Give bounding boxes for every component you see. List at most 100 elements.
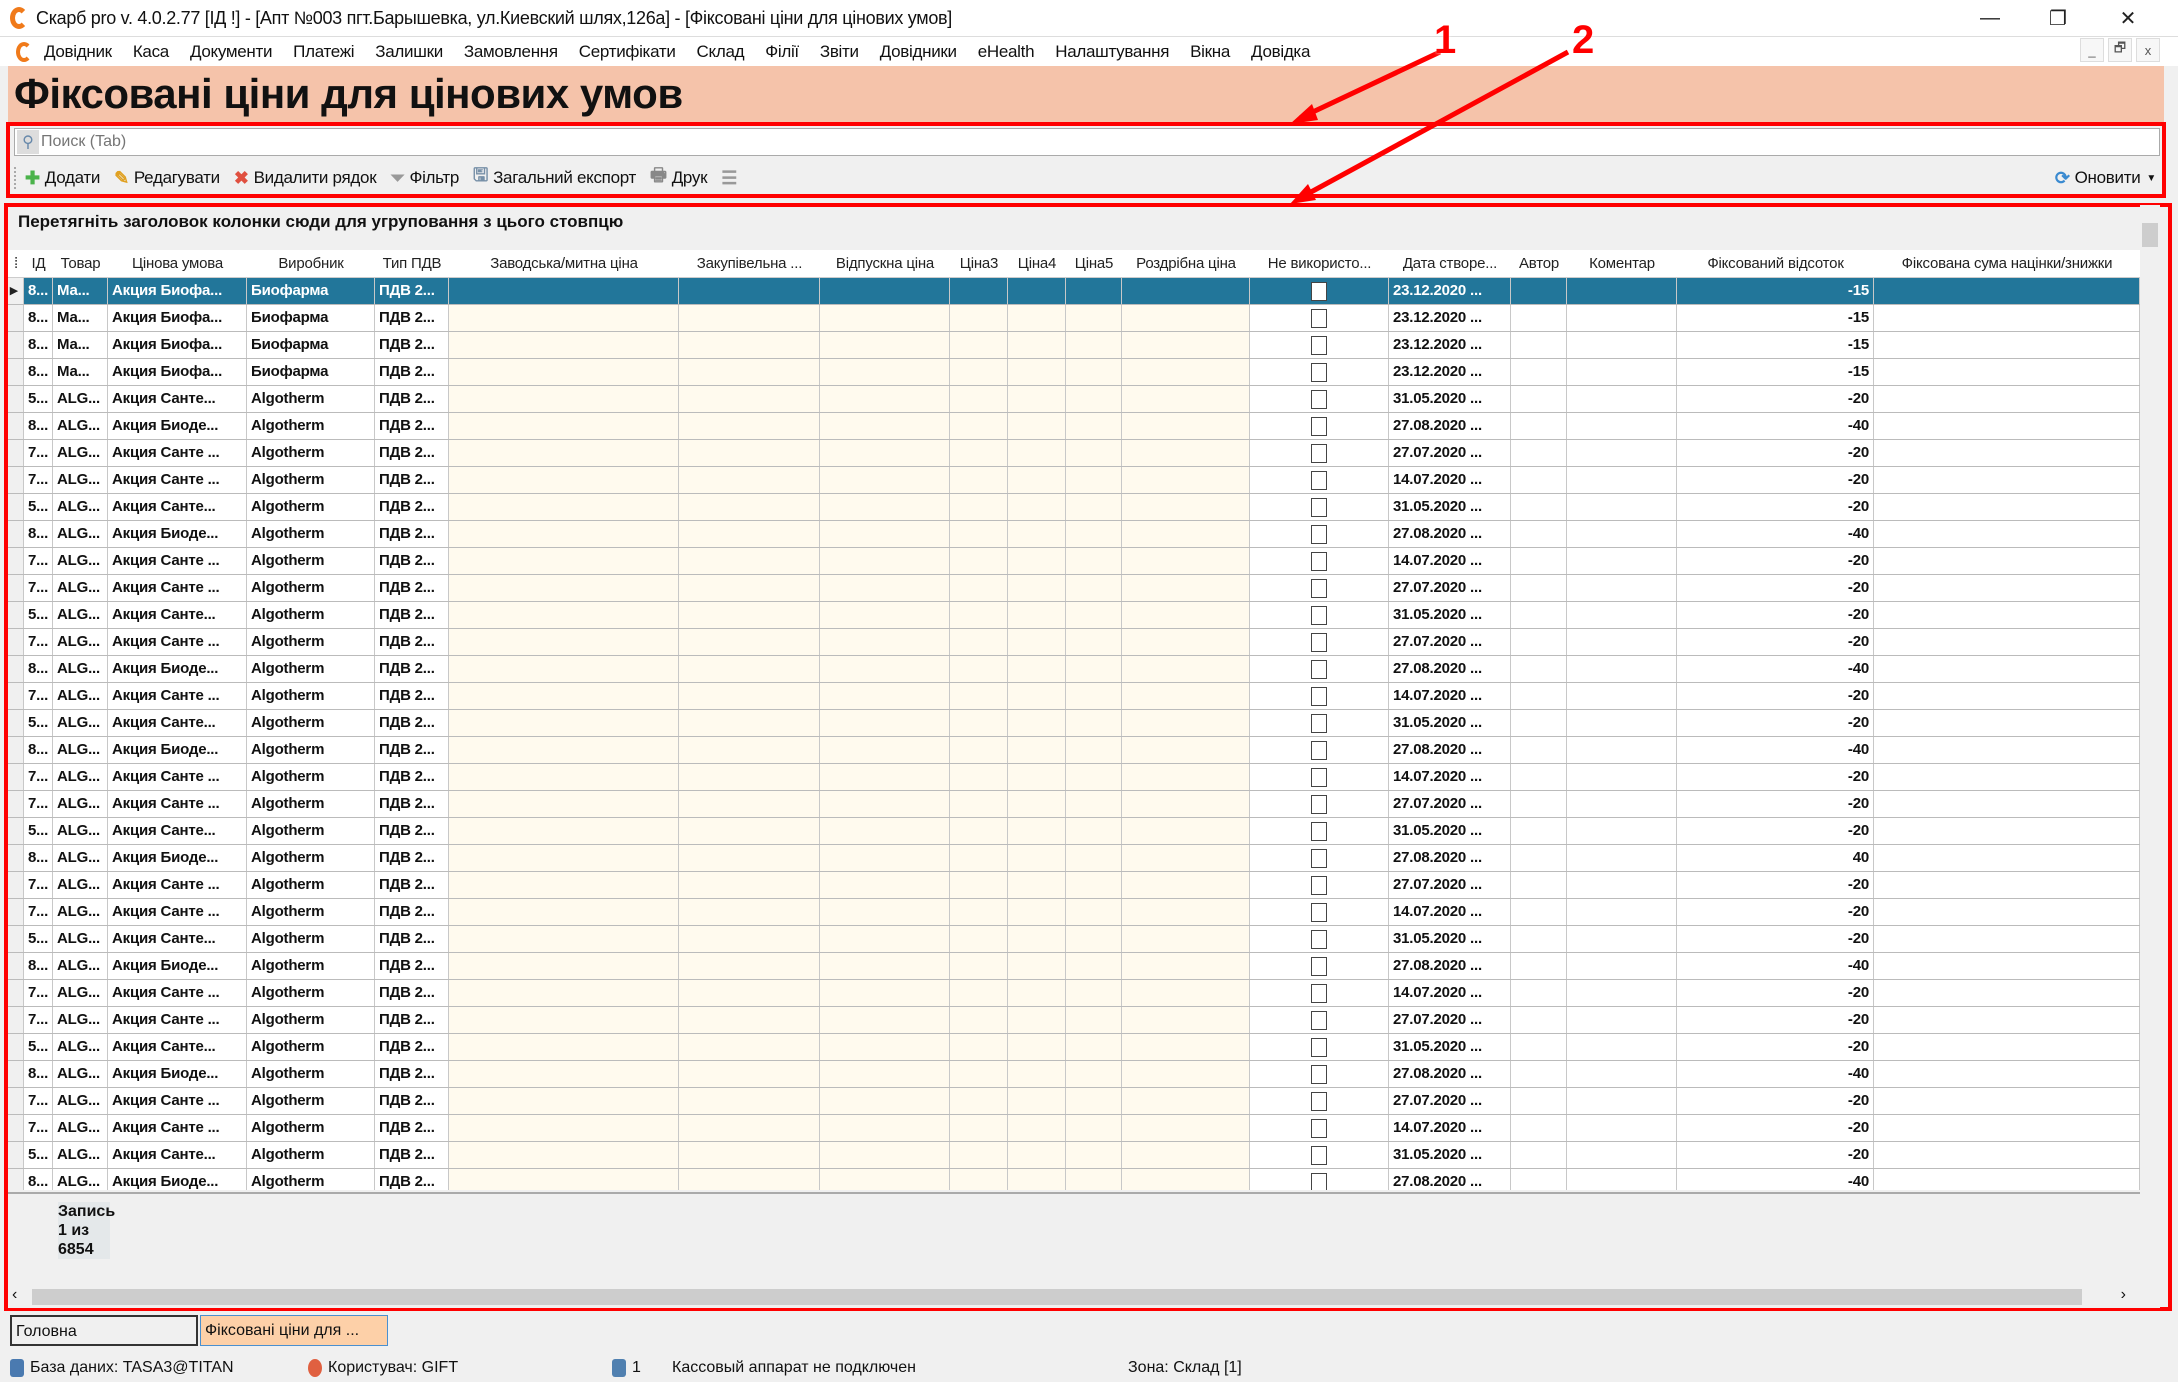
cell-empty[interactable]	[449, 440, 679, 466]
cell-created-date[interactable]: 27.08.2020 ...	[1389, 953, 1511, 979]
cell-empty[interactable]	[1008, 467, 1066, 493]
cell-empty[interactable]	[1122, 1142, 1250, 1168]
cell-not-used[interactable]	[1250, 629, 1389, 655]
row-indicator[interactable]	[8, 1115, 24, 1141]
cell-id[interactable]: 5...	[24, 818, 53, 844]
cell-fixed-percent[interactable]: -20	[1677, 575, 1874, 601]
cell-empty[interactable]	[449, 1034, 679, 1060]
cell-empty[interactable]	[1122, 1115, 1250, 1141]
cell-empty[interactable]	[679, 845, 820, 871]
cell-empty[interactable]	[1122, 575, 1250, 601]
cell-empty[interactable]	[820, 305, 950, 331]
cell-created-date[interactable]: 31.05.2020 ...	[1389, 1034, 1511, 1060]
cell-id[interactable]: 7...	[24, 1007, 53, 1033]
cell-not-used[interactable]	[1250, 845, 1389, 871]
cell-manufacturer[interactable]: Algotherm	[247, 899, 375, 925]
cell-price-condition[interactable]: Акция Санте ...	[108, 467, 247, 493]
cell-empty[interactable]	[1567, 764, 1677, 790]
cell-empty[interactable]	[449, 710, 679, 736]
minimize-button[interactable]: —	[1980, 6, 2000, 29]
not-used-checkbox[interactable]	[1311, 848, 1327, 868]
cell-product[interactable]: ALG...	[53, 764, 108, 790]
cell-empty[interactable]	[820, 413, 950, 439]
cell-empty[interactable]	[1511, 953, 1567, 979]
not-used-checkbox[interactable]	[1311, 605, 1327, 625]
cell-empty[interactable]	[950, 683, 1008, 709]
cell-empty[interactable]	[1122, 791, 1250, 817]
cell-manufacturer[interactable]: Algotherm	[247, 683, 375, 709]
cell-fixed-percent[interactable]: -40	[1677, 953, 1874, 979]
not-used-checkbox[interactable]	[1311, 551, 1327, 571]
not-used-checkbox[interactable]	[1311, 659, 1327, 679]
cell-product[interactable]: Ма...	[53, 305, 108, 331]
not-used-checkbox[interactable]	[1311, 794, 1327, 814]
cell-empty[interactable]	[1008, 305, 1066, 331]
cell-not-used[interactable]	[1250, 899, 1389, 925]
mdi-close-button[interactable]: x	[2136, 38, 2160, 62]
cell-vat-type[interactable]: ПДВ 2...	[375, 872, 449, 898]
cell-empty[interactable]	[1567, 359, 1677, 385]
cell-empty[interactable]	[449, 953, 679, 979]
menu-item[interactable]: Вікна	[1190, 41, 1231, 61]
cell-empty[interactable]	[820, 575, 950, 601]
cell-product[interactable]: ALG...	[53, 1115, 108, 1141]
cell-empty[interactable]	[1874, 278, 2140, 304]
cell-id[interactable]: 7...	[24, 791, 53, 817]
cell-empty[interactable]	[1008, 440, 1066, 466]
cell-vat-type[interactable]: ПДВ 2...	[375, 575, 449, 601]
cell-empty[interactable]	[1874, 1115, 2140, 1141]
row-indicator[interactable]	[8, 1169, 24, 1190]
cell-empty[interactable]	[1008, 548, 1066, 574]
cell-empty[interactable]	[1066, 305, 1122, 331]
cell-price-condition[interactable]: Акция Санте ...	[108, 764, 247, 790]
menu-item[interactable]: Залишки	[375, 41, 443, 61]
cell-empty[interactable]	[820, 1034, 950, 1060]
cell-empty[interactable]	[1874, 494, 2140, 520]
cell-id[interactable]: 5...	[24, 386, 53, 412]
cell-fixed-percent[interactable]: -20	[1677, 386, 1874, 412]
cell-vat-type[interactable]: ПДВ 2...	[375, 332, 449, 358]
cell-empty[interactable]	[950, 494, 1008, 520]
cell-fixed-percent[interactable]: -15	[1677, 278, 1874, 304]
cell-id[interactable]: 7...	[24, 899, 53, 925]
cell-empty[interactable]	[1122, 629, 1250, 655]
vertical-scroll-thumb[interactable]	[2142, 223, 2158, 247]
cell-vat-type[interactable]: ПДВ 2...	[375, 737, 449, 763]
cell-fixed-percent[interactable]: -20	[1677, 1142, 1874, 1168]
cell-created-date[interactable]: 27.08.2020 ...	[1389, 1169, 1511, 1190]
not-used-checkbox[interactable]	[1311, 686, 1327, 706]
cell-empty[interactable]	[1066, 1007, 1122, 1033]
cell-empty[interactable]	[1874, 764, 2140, 790]
cell-empty[interactable]	[1122, 386, 1250, 412]
cell-empty[interactable]	[1008, 1142, 1066, 1168]
cell-vat-type[interactable]: ПДВ 2...	[375, 467, 449, 493]
cell-manufacturer[interactable]: Algotherm	[247, 1088, 375, 1114]
cell-empty[interactable]	[820, 899, 950, 925]
cell-empty[interactable]	[1874, 845, 2140, 871]
cell-empty[interactable]	[1066, 602, 1122, 628]
cell-not-used[interactable]	[1250, 683, 1389, 709]
cell-empty[interactable]	[449, 1007, 679, 1033]
cell-created-date[interactable]: 27.08.2020 ...	[1389, 1061, 1511, 1087]
cell-created-date[interactable]: 27.08.2020 ...	[1389, 737, 1511, 763]
cell-empty[interactable]	[820, 494, 950, 520]
cell-empty[interactable]	[1874, 1034, 2140, 1060]
cell-vat-type[interactable]: ПДВ 2...	[375, 494, 449, 520]
cell-id[interactable]: 8...	[24, 332, 53, 358]
cell-empty[interactable]	[449, 386, 679, 412]
cell-empty[interactable]	[820, 386, 950, 412]
cell-empty[interactable]	[449, 602, 679, 628]
cell-not-used[interactable]	[1250, 548, 1389, 574]
cell-manufacturer[interactable]: Algotherm	[247, 926, 375, 952]
cell-price-condition[interactable]: Акция Биоде...	[108, 953, 247, 979]
cell-empty[interactable]	[679, 818, 820, 844]
column-header[interactable]: Фіксована сума націнки/знижки	[1901, 255, 2113, 272]
cell-empty[interactable]	[1874, 1007, 2140, 1033]
table-row[interactable]: 5... ALG... Акция Санте... Algotherm ПДВ 2..…	[8, 386, 2140, 413]
toolbar-grip[interactable]	[14, 167, 17, 189]
cell-empty[interactable]	[1567, 737, 1677, 763]
group-panel[interactable]: Перетягніть заголовок колонки сюди для у…	[18, 212, 624, 231]
cell-empty[interactable]	[1874, 359, 2140, 385]
cell-empty[interactable]	[1511, 494, 1567, 520]
cell-not-used[interactable]	[1250, 1169, 1389, 1190]
